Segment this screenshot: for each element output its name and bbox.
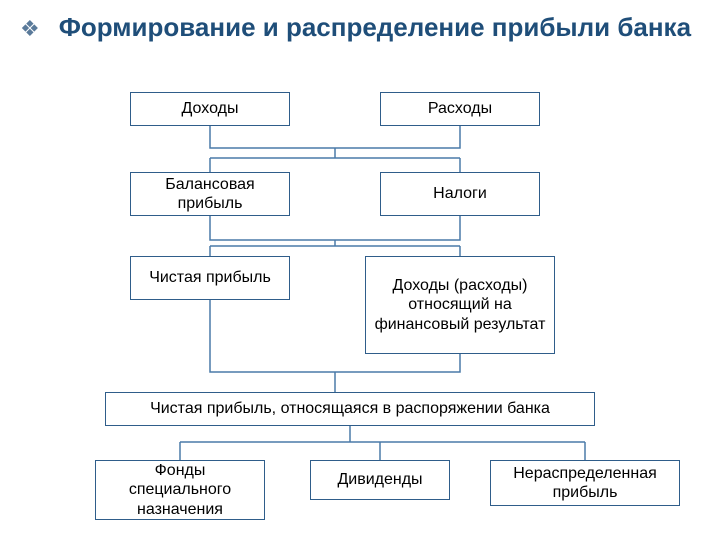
node-expenses: Расходы: [380, 92, 540, 126]
node-dividends: Дивиденды: [310, 460, 450, 500]
diamond-bullet-icon: ❖: [20, 16, 40, 42]
node-label: Балансовая прибыль: [137, 175, 283, 213]
node-retained-bank: Чистая прибыль, относящаяся в распоряжен…: [105, 392, 595, 426]
node-taxes: Налоги: [380, 172, 540, 216]
connector-lines: [0, 0, 720, 540]
node-label: Фонды специального назначения: [102, 461, 258, 519]
node-label: Дивиденды: [337, 470, 422, 489]
node-balance-profit: Балансовая прибыль: [130, 172, 290, 216]
node-label: Чистая прибыль, относящаяся в распоряжен…: [150, 399, 550, 418]
node-financial-result: Доходы (расходы) относящий на финансовый…: [365, 256, 555, 354]
node-label: Доходы (расходы) относящий на финансовый…: [372, 276, 548, 334]
node-net-profit: Чистая прибыль: [130, 256, 290, 300]
node-label: Налоги: [433, 184, 487, 203]
node-income: Доходы: [130, 92, 290, 126]
title-row: ❖ Формирование и распределение прибыли б…: [0, 0, 720, 43]
node-label: Нераспределенная прибыль: [497, 464, 673, 502]
node-label: Расходы: [428, 99, 492, 118]
node-label: Чистая прибыль: [149, 268, 271, 287]
node-undistributed: Нераспределенная прибыль: [490, 460, 680, 506]
node-label: Доходы: [182, 99, 239, 118]
node-funds: Фонды специального назначения: [95, 460, 265, 520]
page-title: Формирование и распределение прибыли бан…: [50, 12, 700, 43]
